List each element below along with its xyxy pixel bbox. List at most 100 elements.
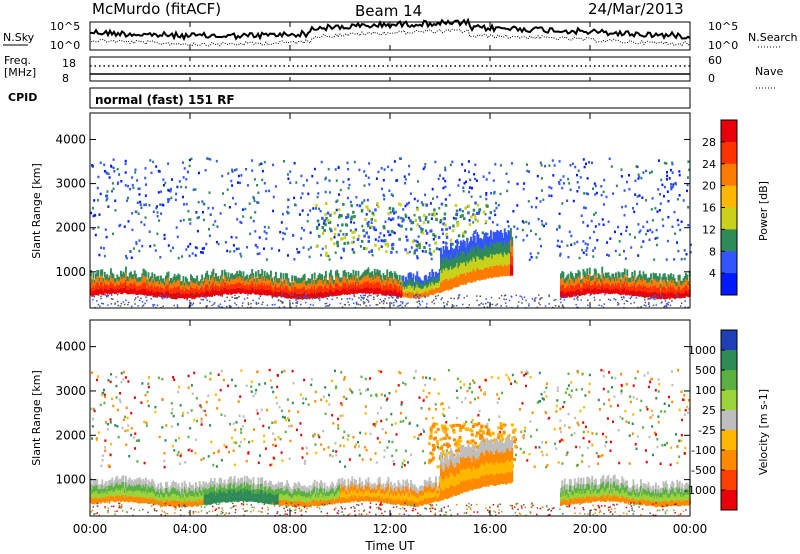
data-cell (560, 438, 563, 442)
data-cell (113, 278, 116, 283)
data-cell (231, 378, 233, 382)
data-cell (354, 443, 357, 446)
data-cell (659, 462, 662, 465)
data-cell (376, 412, 379, 415)
data-cell (92, 498, 95, 505)
data-cell (278, 306, 281, 308)
data-cell (220, 490, 222, 497)
data-cell (582, 268, 585, 276)
data-cell (638, 194, 641, 197)
data-cell (190, 449, 193, 453)
data-cell (591, 284, 594, 289)
data-cell (428, 377, 431, 380)
data-cell (281, 289, 284, 294)
data-cell (592, 187, 594, 190)
data-cell (457, 297, 459, 300)
data-cell (550, 194, 553, 198)
data-cell (486, 432, 490, 436)
data-cell (595, 432, 598, 436)
data-cell (508, 242, 511, 254)
data-cell (202, 486, 205, 493)
data-cell (634, 179, 637, 183)
data-cell (131, 284, 134, 289)
data-cell (117, 304, 119, 307)
data-cell (135, 491, 137, 497)
data-cell (290, 290, 292, 295)
data-cell (583, 288, 586, 295)
data-cell (338, 281, 341, 287)
data-cell (683, 394, 686, 397)
data-cell (343, 236, 347, 240)
data-cell (514, 438, 517, 441)
data-cell (567, 412, 570, 416)
data-cell (190, 157, 193, 161)
data-cell (673, 288, 676, 294)
data-cell (420, 288, 422, 294)
data-cell (501, 265, 504, 277)
data-cell (383, 226, 386, 230)
data-cell (163, 459, 166, 463)
data-cell (491, 249, 494, 259)
data-cell (423, 246, 426, 249)
data-cell (101, 269, 104, 276)
data-cell (93, 291, 96, 296)
data-cell (422, 221, 426, 225)
data-cell (270, 386, 273, 389)
data-cell (668, 301, 670, 304)
data-cell (581, 454, 584, 457)
data-cell (611, 288, 614, 294)
data-cell (641, 196, 644, 199)
data-cell (388, 278, 391, 284)
data-cell (216, 225, 219, 228)
data-cell (548, 303, 550, 305)
data-cell (130, 256, 133, 259)
data-cell (468, 170, 470, 174)
data-cell (463, 297, 465, 299)
data-cell (150, 276, 152, 282)
data-cell (622, 283, 625, 290)
data-cell (663, 286, 666, 293)
data-cell (452, 278, 455, 288)
data-cell (504, 294, 507, 296)
data-cell (376, 437, 379, 440)
data-cell (410, 246, 413, 249)
data-cell (541, 297, 543, 299)
data-cell (626, 282, 629, 289)
colorbar-segment (721, 207, 737, 230)
data-cell (386, 288, 389, 295)
data-cell (397, 288, 400, 294)
data-cell (261, 288, 264, 295)
data-cell (655, 273, 657, 280)
data-cell (170, 402, 173, 405)
data-cell (280, 409, 283, 413)
data-cell (227, 278, 230, 284)
data-cell (107, 486, 110, 492)
data-cell (196, 216, 199, 220)
data-cell (164, 439, 167, 442)
data-cell (400, 224, 403, 228)
data-cell (605, 272, 607, 278)
data-cell (258, 297, 260, 300)
data-cell (216, 276, 219, 282)
data-cell (97, 175, 100, 179)
data-cell (347, 283, 350, 289)
data-cell (203, 282, 206, 288)
data-cell (268, 275, 271, 281)
data-cell (242, 215, 245, 218)
data-cell (140, 206, 143, 209)
data-cell (522, 187, 525, 191)
data-cell (330, 237, 333, 241)
data-cell (293, 258, 296, 261)
data-cell (615, 184, 618, 188)
data-cell (643, 280, 646, 287)
data-cell (180, 185, 183, 189)
data-cell (306, 220, 309, 223)
data-cell (212, 497, 215, 504)
data-cell (585, 253, 588, 256)
data-cell (590, 290, 592, 295)
data-cell (117, 300, 119, 303)
data-cell (493, 209, 496, 213)
data-cell (463, 251, 466, 263)
data-cell (423, 295, 426, 298)
